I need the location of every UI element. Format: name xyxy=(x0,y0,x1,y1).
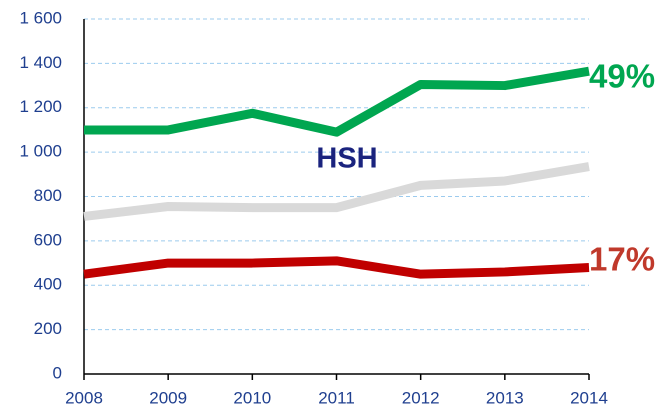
y-tick-label: 1 400 xyxy=(19,53,62,72)
y-tick-label: 1 600 xyxy=(19,8,62,27)
y-tick-label: 1 000 xyxy=(19,142,62,161)
x-tick-label: 2009 xyxy=(149,388,187,407)
y-tick-label: 1 200 xyxy=(19,97,62,116)
x-tick-label: 2013 xyxy=(486,388,524,407)
x-tick-label: 2011 xyxy=(318,388,355,407)
annotation: HSH xyxy=(316,143,377,175)
series-line xyxy=(84,66,590,137)
x-tick-label: 2012 xyxy=(402,388,440,407)
x-tick-label: 2014 xyxy=(570,388,608,407)
series-line xyxy=(83,256,590,279)
series-line xyxy=(83,162,590,221)
y-tick-label: 400 xyxy=(34,275,62,294)
y-tick-label: 0 xyxy=(53,363,62,382)
y-tick-label: 200 xyxy=(34,319,62,338)
annotation: 49% xyxy=(589,58,655,95)
x-tick-label: 2008 xyxy=(65,388,103,407)
y-tick-label: 800 xyxy=(34,186,62,205)
annotation: 17% xyxy=(589,241,655,278)
x-tick-label: 2010 xyxy=(233,388,271,407)
y-tick-label: 600 xyxy=(34,230,62,249)
